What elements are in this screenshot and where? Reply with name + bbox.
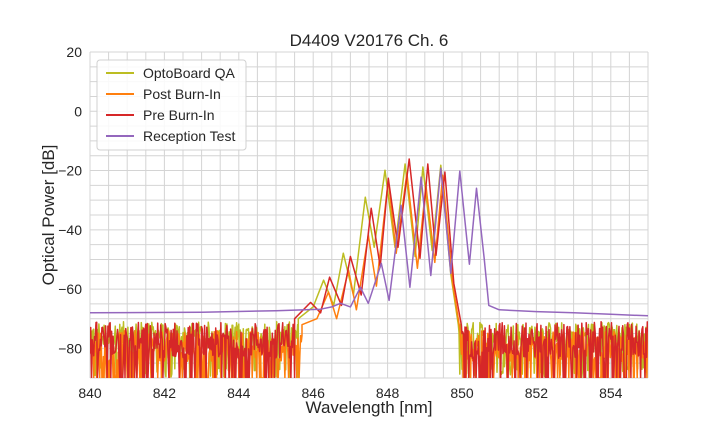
y-axis-label: Optical Power [dB] <box>39 145 58 286</box>
legend-label: OptoBoard QA <box>143 65 235 81</box>
x-tick-label: 854 <box>599 385 623 401</box>
y-tick-label: 0 <box>74 103 82 119</box>
x-tick-label: 844 <box>227 385 251 401</box>
legend-label: Reception Test <box>143 128 235 144</box>
legend-label: Pre Burn-In <box>143 107 215 123</box>
y-tick-label: −60 <box>58 281 82 297</box>
legend-frame <box>96 59 247 151</box>
x-tick-label: 848 <box>376 385 400 401</box>
series-line-reception-test <box>90 167 648 317</box>
legend: OptoBoard QA Post Burn-In Pre Burn-In Recep… <box>96 59 247 151</box>
y-tick-label: 20 <box>66 44 82 60</box>
series-layer <box>90 158 648 378</box>
y-tick-label: −20 <box>58 163 82 179</box>
x-tick-label: 852 <box>525 385 549 401</box>
x-tick-label: 842 <box>153 385 177 401</box>
x-axis-label: Wavelength [nm] <box>306 398 433 417</box>
series-line-post-burn-in <box>90 172 648 378</box>
chart-title: D4409 V20176 Ch. 6 <box>290 31 449 50</box>
x-tick-label: 850 <box>450 385 474 401</box>
tick-labels: 840 842 844 846 848 850 852 854 20 0 −20 −40 −60 −80 <box>58 44 622 401</box>
y-tick-label: −40 <box>58 222 82 238</box>
x-tick-label: 840 <box>78 385 102 401</box>
x-tick-label: 846 <box>302 385 326 401</box>
y-tick-label: −80 <box>58 340 82 356</box>
legend-label: Post Burn-In <box>143 86 221 102</box>
series-line-pre-burn-in <box>90 158 648 378</box>
